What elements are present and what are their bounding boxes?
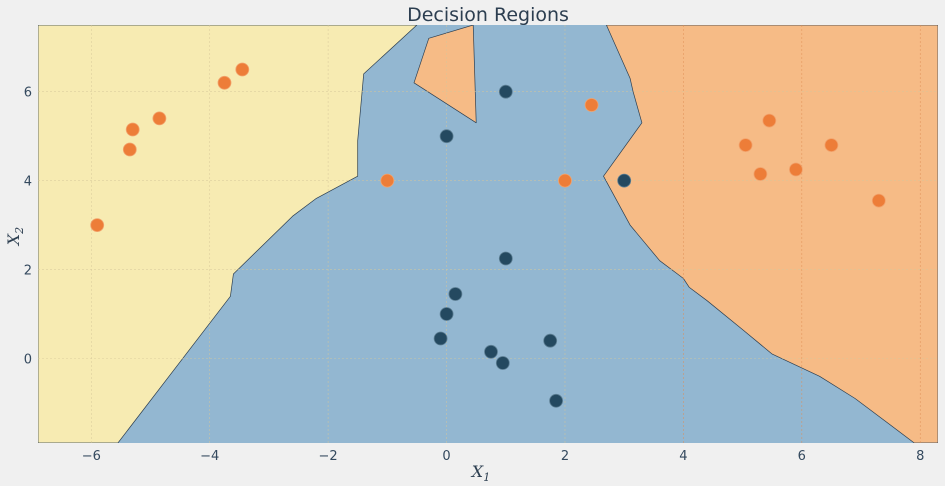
data-point-orange xyxy=(380,173,395,188)
y-tick-label: 0 xyxy=(24,353,32,368)
data-point-orange xyxy=(762,113,777,128)
data-point-dark xyxy=(498,251,513,266)
x-tick-label: 8 xyxy=(916,449,924,464)
data-point-orange xyxy=(217,75,232,90)
data-point-dark xyxy=(617,173,632,188)
region-orange xyxy=(603,25,938,443)
y-tick-label: 2 xyxy=(24,264,32,279)
data-point-dark xyxy=(495,356,510,370)
data-point-orange xyxy=(122,142,137,157)
data-point-orange xyxy=(125,122,140,137)
x-tick-label: 6 xyxy=(798,449,806,464)
data-point-dark xyxy=(439,129,454,144)
data-point-orange xyxy=(871,193,886,208)
data-points xyxy=(90,62,886,408)
y-axis-label: X2 xyxy=(4,227,26,247)
data-point-orange xyxy=(824,138,839,153)
data-point-dark xyxy=(549,393,563,408)
data-point-orange xyxy=(90,218,105,233)
y-axis-ticks: 0 2 4 6 xyxy=(24,86,32,368)
grid-lines xyxy=(38,25,938,443)
data-point-orange xyxy=(558,173,572,188)
x-tick-label: 4 xyxy=(679,449,687,464)
data-point-orange xyxy=(753,167,768,181)
chart-title: Decision Regions xyxy=(407,4,569,26)
y-tick-label: 4 xyxy=(24,175,32,190)
y-tick-label: 6 xyxy=(24,86,32,101)
x-tick-label: −6 xyxy=(82,449,101,464)
x-tick-label: −2 xyxy=(319,449,338,464)
data-point-dark xyxy=(543,333,558,348)
x-tick-label: −4 xyxy=(200,449,219,464)
data-point-dark xyxy=(498,84,513,99)
data-point-dark xyxy=(433,331,448,346)
data-point-orange xyxy=(738,138,753,153)
data-point-orange xyxy=(789,162,803,177)
data-point-dark xyxy=(448,287,463,301)
region-orange xyxy=(413,25,477,124)
plot-area xyxy=(38,25,938,443)
data-point-orange xyxy=(584,98,599,112)
data-point-orange xyxy=(235,62,250,77)
x-axis-ticks: −6 −4 −2 0 2 4 6 8 xyxy=(82,449,925,464)
data-point-dark xyxy=(439,307,454,321)
x-tick-label: 2 xyxy=(561,449,569,464)
x-tick-label: 0 xyxy=(442,449,450,464)
data-point-orange xyxy=(152,111,167,126)
x-axis-label: X1 xyxy=(470,462,490,484)
data-point-dark xyxy=(484,344,498,359)
